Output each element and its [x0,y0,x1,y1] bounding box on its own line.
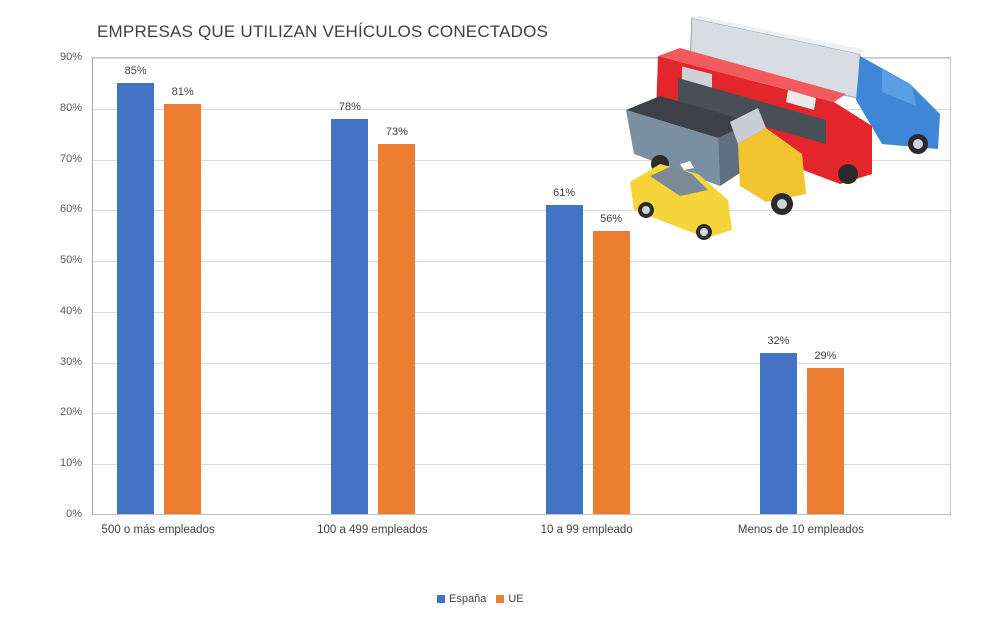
data-label: 81% [171,85,194,98]
x-tick-label: 500 o más empleados [101,524,215,536]
y-tick-label: 70% [59,152,82,165]
legend-item-ue: UE [496,593,524,605]
y-tick-label: 50% [59,254,82,267]
gridline [93,464,950,466]
bar-ue-2 [592,230,630,515]
y-tick-label: 30% [59,355,82,368]
gridline [93,311,950,313]
bar-espaa-3 [759,352,797,515]
x-tick-label: 100 a 499 empleados [317,524,428,536]
data-label: 85% [124,65,147,78]
data-label: 29% [814,349,837,362]
bar-ue-0 [164,103,202,515]
y-tick-label: 90% [59,51,82,63]
data-label: 32% [767,334,790,347]
y-tick-label: 60% [59,203,82,216]
chart-title: EMPRESAS QUE UTILIZAN VEHÍCULOS CONECTAD… [97,22,549,41]
x-tick-label: Menos de 10 empleados [737,524,864,536]
bar-espaa-1 [331,118,369,515]
y-tick-label: 80% [59,101,82,114]
taxi-car-icon [630,161,732,240]
y-tick-label: 0% [66,508,82,520]
gridline [93,108,950,110]
data-label: 56% [600,212,623,225]
dump-truck-icon [626,96,806,215]
y-tick-label: 10% [59,457,82,470]
vehicles-illustration [626,16,940,240]
legend-label-ue: UE [508,593,524,605]
gridline [93,261,950,263]
gridline [93,159,950,161]
legend-label-espana: España [449,593,487,605]
plot-area: 85% 81% 78% 73% 61% 56% 32% 29% [92,57,951,515]
bar-espaa-2 [545,205,583,515]
gridline [93,210,950,212]
data-label: 78% [338,100,361,113]
data-label: 61% [553,187,576,200]
y-tick-label: 40% [59,304,82,317]
data-label: 73% [385,126,408,139]
bar-espaa-0 [117,83,155,515]
gridline [93,413,950,415]
legend: España UE [437,593,534,605]
bar-ue-1 [378,144,416,515]
legend-swatch-espana [437,595,445,603]
gridline [93,362,950,364]
gridline [93,58,950,59]
bar-ue-3 [806,367,844,515]
legend-item-espana: España [437,593,486,605]
x-tick-label: 10 a 99 empleado [540,524,633,536]
y-tick-label: 20% [59,406,82,419]
x-axis-line [92,514,950,515]
semi-truck-icon [689,16,940,154]
legend-swatch-ue [496,595,505,603]
